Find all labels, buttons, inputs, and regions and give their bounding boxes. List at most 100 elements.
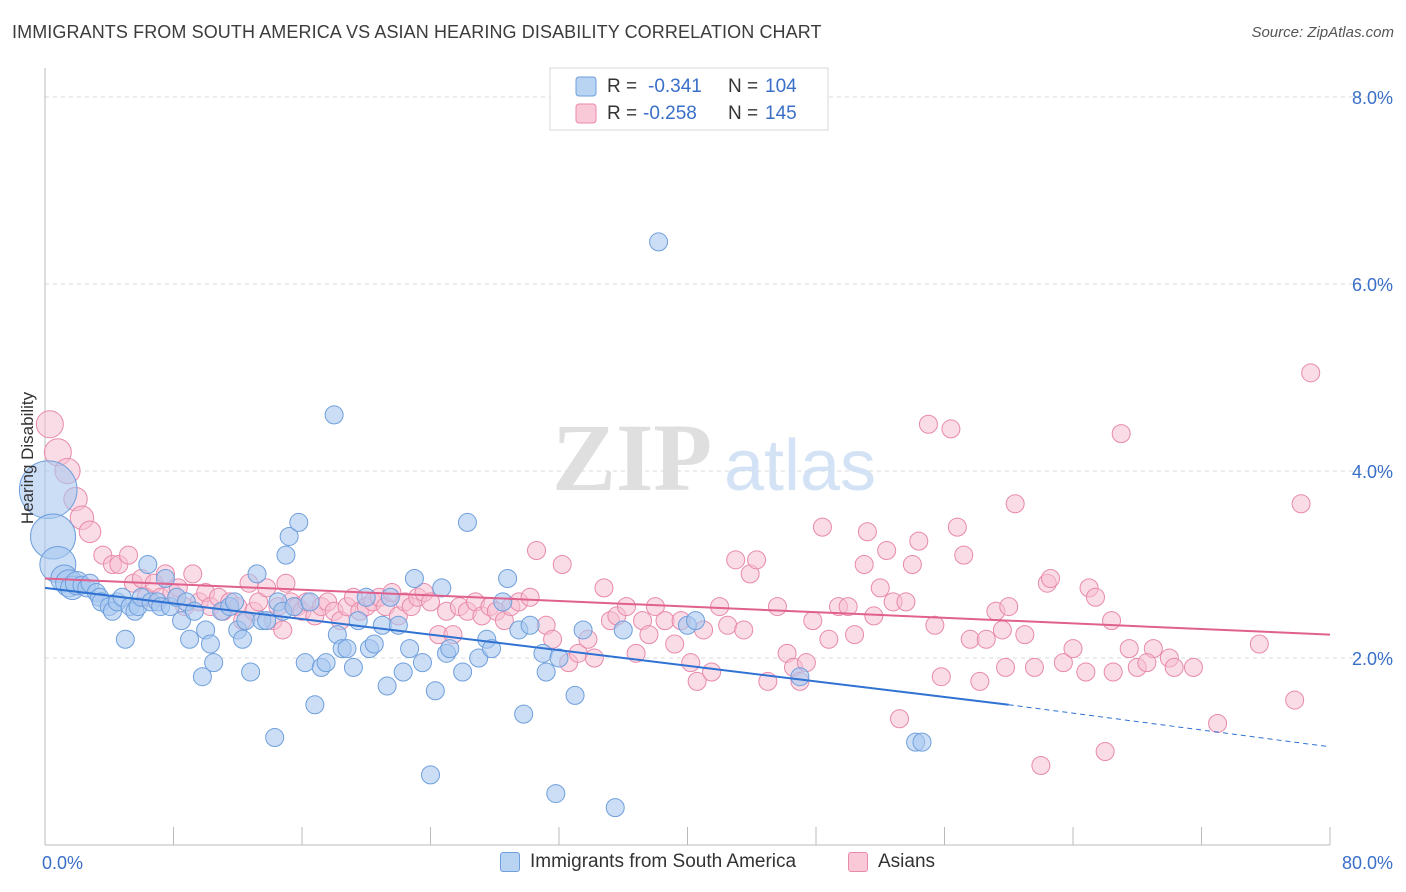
asians-point — [645, 597, 665, 617]
stats-legend: R = -0.341 N = 104 R = -0.258 N = 145 — [549, 67, 829, 131]
south-america-point — [324, 405, 344, 425]
asians-point — [1095, 742, 1115, 761]
asians-point — [681, 653, 701, 673]
south-america-point — [115, 629, 135, 649]
asians-point — [925, 615, 945, 635]
south-america-point — [180, 629, 200, 649]
asians-point — [976, 629, 996, 649]
asians-point — [687, 671, 707, 691]
asians-point — [702, 662, 722, 682]
south-america-point — [412, 653, 432, 673]
asians-point — [718, 615, 738, 635]
asians-point — [734, 620, 754, 640]
asians-point — [819, 629, 839, 649]
legend-n-value-pink: 145 — [765, 103, 797, 124]
asians-point — [1291, 494, 1311, 514]
asians-point — [947, 517, 967, 537]
south-america-point — [498, 569, 518, 589]
south-america-point — [573, 620, 593, 640]
south-america-point — [364, 634, 384, 654]
series-legend: Immigrants from South America Asians — [0, 851, 1406, 877]
asians-point — [890, 709, 910, 729]
y-tick-label: 2.0% — [1352, 649, 1393, 669]
asians-point — [1102, 611, 1122, 631]
legend-r-label-pink: R = — [607, 103, 637, 124]
south-america-point — [482, 639, 502, 659]
south-america-point — [400, 639, 420, 659]
south-america-point — [546, 784, 566, 804]
tick-labels: 2.0% 4.0% 6.0% 8.0% 0.0% 80.0% — [42, 88, 1393, 873]
south-america-point — [457, 512, 477, 532]
legend-item-south-america: Immigrants from South America — [500, 851, 796, 873]
legend-n-value-blue: 104 — [765, 76, 797, 97]
asians-point — [616, 597, 636, 617]
south-america-point — [225, 592, 245, 612]
south-america-point — [236, 611, 256, 631]
south-america-point — [295, 653, 315, 673]
y-tick-label: 8.0% — [1352, 88, 1393, 108]
legend-label-south-america: Immigrants from South America — [530, 851, 797, 872]
south-america-point — [393, 662, 413, 682]
legend-swatch-south-america — [500, 852, 520, 872]
south-america-point — [520, 615, 540, 635]
south-america-point — [192, 667, 212, 687]
asians-point — [970, 671, 990, 691]
south-america-point — [172, 611, 192, 631]
south-america-point — [790, 667, 810, 687]
asians-point — [1137, 653, 1157, 673]
south-america-point — [337, 639, 357, 659]
south-america-point — [421, 765, 440, 785]
south-america-point — [305, 695, 325, 715]
asians-point — [992, 620, 1012, 640]
south-america-point — [200, 634, 220, 654]
asians-point — [35, 410, 64, 439]
south-america-point — [380, 587, 400, 607]
legend-r-value-pink: -0.258 — [643, 103, 697, 124]
asians-trend-line — [44, 577, 1331, 636]
source-label: Source: ZipAtlas.com — [1251, 24, 1394, 41]
asians-point — [1111, 424, 1131, 444]
asians-point — [931, 667, 951, 687]
south-america-point — [432, 578, 452, 598]
asians-point — [710, 597, 730, 617]
y-tick-label: 6.0% — [1352, 275, 1393, 295]
asians-point — [626, 643, 646, 663]
south-america-point — [565, 685, 585, 705]
asians-point — [1119, 639, 1139, 659]
south-america-point — [138, 555, 158, 574]
asians-point — [1301, 363, 1321, 383]
south-america-point — [613, 620, 633, 640]
x-tick-label: 80.0% — [1342, 853, 1393, 873]
chart-title: IMMIGRANTS FROM SOUTH AMERICA VS ASIAN H… — [12, 22, 822, 42]
asians-point — [1164, 657, 1184, 677]
asians-point — [941, 419, 961, 439]
south-america-point — [300, 592, 320, 612]
legend-r-label-blue: R = — [607, 76, 637, 97]
asians-point — [838, 597, 858, 617]
asians-point — [1041, 569, 1061, 589]
legend-pink-swatch — [575, 103, 597, 124]
south-america-point — [649, 232, 669, 252]
south-america-point — [686, 611, 706, 631]
asians-point — [520, 587, 540, 607]
south-america-point — [356, 587, 376, 607]
watermark-atlas: atlas — [724, 426, 876, 506]
asians-point — [1208, 713, 1228, 733]
asians-point — [183, 564, 203, 584]
asians-point — [1053, 653, 1073, 673]
south-america-point — [605, 798, 625, 818]
asians-point — [543, 629, 563, 649]
asians-point — [1183, 657, 1203, 677]
asians-point — [665, 634, 685, 654]
asians-point — [854, 555, 874, 574]
trend-lines — [44, 577, 1331, 748]
asians-point — [747, 550, 767, 570]
x-tick-label: 0.0% — [42, 853, 83, 873]
asians-point — [552, 555, 572, 574]
south-america-point — [912, 732, 932, 752]
asians-point — [1249, 634, 1269, 654]
asians-point — [1063, 639, 1083, 659]
asians-point — [1005, 494, 1025, 514]
asians-point — [1085, 587, 1105, 607]
